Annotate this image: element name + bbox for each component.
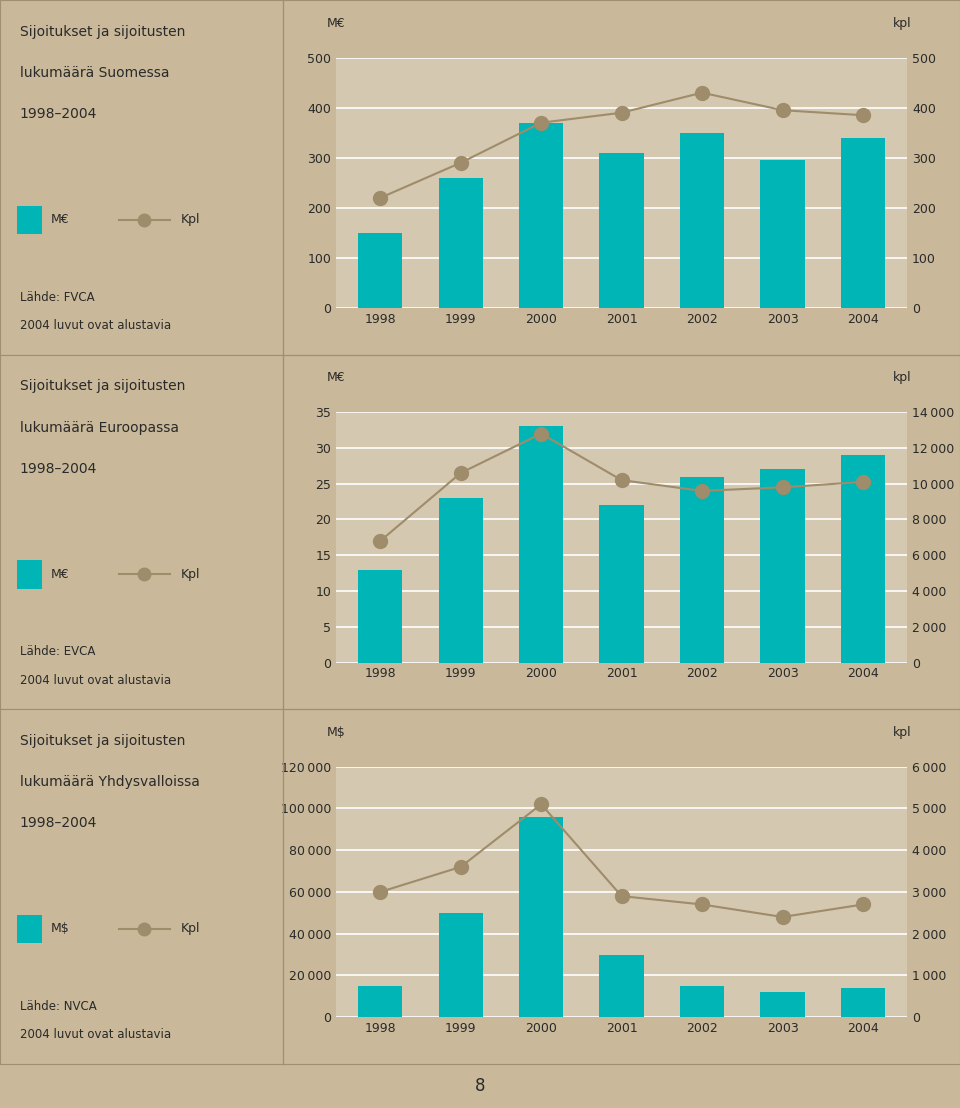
Bar — [439, 177, 483, 308]
Bar — [760, 992, 804, 1017]
Text: 2004 luvut ovat alustavia: 2004 luvut ovat alustavia — [20, 1028, 171, 1042]
Text: Kpl: Kpl — [181, 923, 201, 935]
Bar — [760, 161, 804, 308]
Text: kpl: kpl — [894, 371, 912, 384]
Text: Sijoitukset ja sijoitusten

lukumäärä Yhdysvalloissa

1998–2004: Sijoitukset ja sijoitusten lukumäärä Yhd… — [20, 733, 200, 830]
Text: Sijoitukset ja sijoitusten

lukumäärä Suomessa

1998–2004: Sijoitukset ja sijoitusten lukumäärä Suo… — [20, 24, 185, 121]
Text: M€: M€ — [51, 568, 70, 581]
Bar — [841, 988, 885, 1017]
Bar — [841, 455, 885, 663]
Bar — [519, 817, 564, 1017]
Text: Kpl: Kpl — [181, 214, 201, 226]
Bar — [599, 505, 644, 663]
Bar — [680, 986, 724, 1017]
Bar — [599, 153, 644, 308]
Text: Kpl: Kpl — [181, 568, 201, 581]
Text: M€: M€ — [326, 17, 345, 30]
Bar — [760, 470, 804, 663]
Text: Lähde: EVCA: Lähde: EVCA — [20, 645, 95, 658]
Bar — [841, 137, 885, 308]
Bar — [358, 570, 402, 663]
Bar — [439, 913, 483, 1017]
Bar — [519, 427, 564, 663]
Bar — [358, 233, 402, 308]
Text: M$: M$ — [326, 726, 346, 739]
Text: kpl: kpl — [894, 17, 912, 30]
Bar — [17, 561, 42, 588]
Bar — [439, 497, 483, 663]
Text: Sijoitukset ja sijoitusten

lukumäärä Euroopassa

1998–2004: Sijoitukset ja sijoitusten lukumäärä Eur… — [20, 379, 185, 475]
Bar — [599, 954, 644, 1017]
Bar — [17, 915, 42, 943]
Text: Lähde: FVCA: Lähde: FVCA — [20, 290, 94, 304]
Text: 2004 luvut ovat alustavia: 2004 luvut ovat alustavia — [20, 674, 171, 687]
Text: kpl: kpl — [894, 726, 912, 739]
Bar — [680, 133, 724, 308]
Text: M€: M€ — [326, 371, 345, 384]
Bar — [519, 123, 564, 308]
Text: 8: 8 — [475, 1077, 485, 1095]
Bar — [358, 986, 402, 1017]
Text: M$: M$ — [51, 923, 70, 935]
Text: Lähde: NVCA: Lähde: NVCA — [20, 999, 97, 1013]
Bar — [17, 206, 42, 234]
Text: M€: M€ — [51, 214, 70, 226]
Text: 2004 luvut ovat alustavia: 2004 luvut ovat alustavia — [20, 319, 171, 332]
Bar — [680, 476, 724, 663]
